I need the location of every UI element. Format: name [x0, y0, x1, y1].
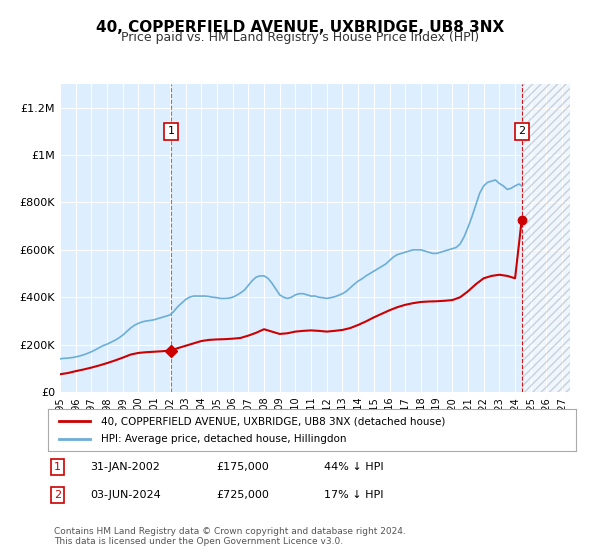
- Text: Price paid vs. HM Land Registry's House Price Index (HPI): Price paid vs. HM Land Registry's House …: [121, 31, 479, 44]
- Text: HPI: Average price, detached house, Hillingdon: HPI: Average price, detached house, Hill…: [101, 434, 346, 444]
- Text: 1: 1: [54, 462, 61, 472]
- Text: £725,000: £725,000: [216, 490, 269, 500]
- Text: 31-JAN-2002: 31-JAN-2002: [90, 462, 160, 472]
- Text: 44% ↓ HPI: 44% ↓ HPI: [324, 462, 383, 472]
- Bar: [521, 84, 570, 392]
- Text: 40, COPPERFIELD AVENUE, UXBRIDGE, UB8 3NX (detached house): 40, COPPERFIELD AVENUE, UXBRIDGE, UB8 3N…: [101, 417, 445, 426]
- Text: 03-JUN-2024: 03-JUN-2024: [90, 490, 161, 500]
- Text: Contains HM Land Registry data © Crown copyright and database right 2024.
This d: Contains HM Land Registry data © Crown c…: [54, 526, 406, 546]
- Text: £175,000: £175,000: [216, 462, 269, 472]
- Text: 2: 2: [518, 127, 525, 137]
- Text: 40, COPPERFIELD AVENUE, UXBRIDGE, UB8 3NX: 40, COPPERFIELD AVENUE, UXBRIDGE, UB8 3N…: [96, 20, 504, 35]
- Text: 17% ↓ HPI: 17% ↓ HPI: [324, 490, 383, 500]
- Text: 2: 2: [54, 490, 61, 500]
- Text: 1: 1: [167, 127, 175, 137]
